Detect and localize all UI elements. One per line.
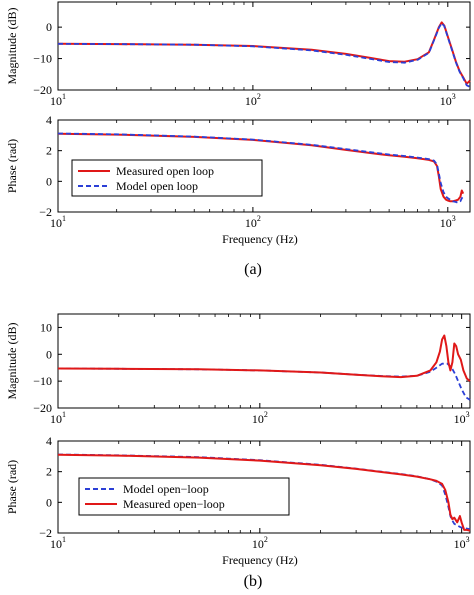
y-axis-label: Magnitude (dB) xyxy=(5,8,19,85)
y-axis-label: Magnitude (dB) xyxy=(5,323,19,400)
x-tick-label: 102 xyxy=(252,535,268,551)
y-tick-label: −2 xyxy=(39,526,52,540)
legend-box xyxy=(71,159,263,197)
y-tick-label: 0 xyxy=(46,347,52,361)
x-tick-label: 101 xyxy=(50,535,66,551)
series-line-model xyxy=(57,22,471,88)
y-tick-label: 2 xyxy=(46,465,52,479)
figure-label-b: (b) xyxy=(244,573,263,590)
x-tick-label: 101 xyxy=(50,214,66,230)
y-tick-label: 4 xyxy=(46,113,52,127)
axes-frame xyxy=(57,1,471,91)
legend-label-measured: Measured open loop xyxy=(116,164,214,178)
chart-a_mag: −20 −10 0 101 102 103 Magnitude (dB) xyxy=(5,1,471,108)
axes-frame xyxy=(57,440,471,534)
y-tick-label: 0 xyxy=(46,495,52,509)
x-tick-label: 103 xyxy=(440,214,456,230)
chart-b_phase: −2 0 2 4 101 102 103 Phase (rad) Frequency (Hz) M… xyxy=(5,434,471,567)
series-line-measured xyxy=(57,132,465,203)
y-tick-label: 2 xyxy=(46,144,52,158)
y-tick-label: −20 xyxy=(33,401,52,415)
legend-label-model: Model open loop xyxy=(116,179,198,193)
legend-label-measured: Measured open−loop xyxy=(123,497,225,511)
y-tick-label: −2 xyxy=(39,205,52,219)
y-tick-label: −10 xyxy=(33,52,52,66)
chart-b_mag: −20 −10 0 10 101 102 103 Magnitude (dB) xyxy=(5,313,471,426)
series-line-measured xyxy=(57,21,471,85)
legend-box xyxy=(78,477,290,516)
y-tick-label: 0 xyxy=(46,174,52,188)
chart-a_phase: −2 0 2 4 101 102 103 Phase (rad) Frequency (Hz) M… xyxy=(5,113,471,246)
x-tick-label: 101 xyxy=(50,92,66,108)
y-axis-label: Phase (rad) xyxy=(5,460,19,514)
y-tick-label: 0 xyxy=(46,20,52,34)
y-tick-label: −20 xyxy=(33,83,52,97)
x-tick-label: 103 xyxy=(454,535,470,551)
x-tick-label: 102 xyxy=(252,410,268,426)
x-tick-label: 102 xyxy=(245,214,261,230)
legend-label-model: Model open−loop xyxy=(123,482,209,496)
x-tick-label: 103 xyxy=(454,410,470,426)
x-axis-label: Frequency (Hz) xyxy=(222,553,298,567)
y-tick-label: −10 xyxy=(33,374,52,388)
x-tick-label: 102 xyxy=(245,92,261,108)
x-tick-label: 103 xyxy=(440,92,456,108)
axes-frame xyxy=(57,313,471,409)
series-line-model xyxy=(57,132,464,204)
series-line-measured xyxy=(57,453,471,532)
x-axis-label: Frequency (Hz) xyxy=(222,232,298,246)
figure-label-a: (a) xyxy=(244,261,262,278)
x-tick-label: 101 xyxy=(50,410,66,426)
y-axis-label: Phase (rad) xyxy=(5,139,19,193)
series-line-measured xyxy=(57,334,471,382)
axes-frame xyxy=(57,119,471,213)
y-tick-label: 4 xyxy=(46,434,52,448)
y-tick-label: 10 xyxy=(40,320,52,334)
